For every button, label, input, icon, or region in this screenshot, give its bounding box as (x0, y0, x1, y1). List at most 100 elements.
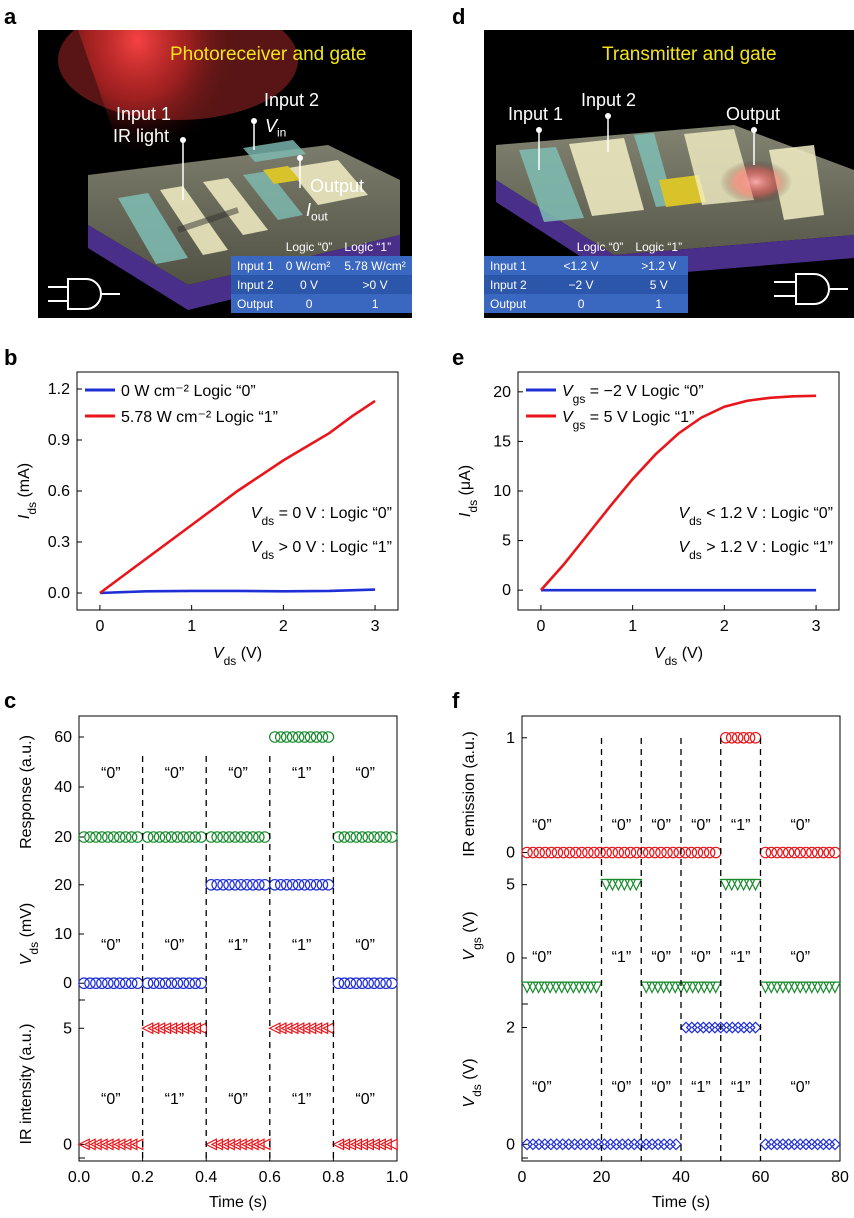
x-tick-label: 1 (187, 618, 196, 635)
data-point (794, 1138, 807, 1151)
data-point (153, 977, 166, 990)
logic-label: “1” (691, 1079, 711, 1096)
data-point (253, 831, 265, 843)
data-point (350, 831, 363, 843)
x-tick-label: 0.4 (195, 1169, 217, 1186)
data-point (594, 846, 606, 859)
data-point (119, 831, 132, 843)
data-point (743, 878, 756, 892)
data-point (714, 1021, 727, 1034)
data-point (771, 1138, 784, 1151)
data-point (806, 846, 818, 859)
x-tick-label: 20 (593, 1169, 611, 1186)
data-point (84, 831, 96, 843)
x-tick-label: 0.8 (322, 1169, 344, 1186)
data-point (107, 977, 120, 990)
data-point (304, 731, 317, 743)
chart-c: 0.0 0.2 0.4 0.6 0.8 1.0 Time (s) 20 40 60 Response… (0, 684, 427, 1213)
data-point (274, 1022, 287, 1035)
data-point (661, 846, 673, 859)
data-point (630, 878, 643, 892)
data-point (373, 1138, 386, 1151)
data-point (205, 831, 217, 843)
data-point (719, 731, 732, 744)
scene-a-title: Photoreceiver and gate (170, 44, 367, 65)
y-tick-label: 10 (493, 483, 511, 500)
x-tick-label: 0 (518, 1169, 527, 1186)
logic-label: “0” (228, 765, 248, 782)
data-point (268, 1022, 281, 1035)
data-point (569, 846, 582, 859)
y-tick-label: 0 (63, 1136, 72, 1153)
logic-label: “1” (228, 937, 248, 954)
x-axis-label: Time (s) (652, 1194, 710, 1211)
series-line-red (99, 399, 376, 595)
y-tick-label: 0.6 (48, 483, 70, 500)
x-tick-label: 3 (812, 618, 821, 635)
data-point (141, 977, 154, 990)
data-point (78, 977, 90, 990)
annotation: Vds = 0 V : Logic “0” (251, 505, 392, 528)
y-axis-label: Vgs (V) (461, 911, 484, 960)
chart-e: 0 1 2 3 0 5 10 15 20 Vgs = −2 V Logic “0” Vgs = 5 … (427, 340, 854, 680)
data-point (379, 1138, 392, 1151)
data-point (823, 1138, 836, 1151)
logic-label: “1” (612, 949, 632, 966)
data-point (606, 846, 619, 859)
y-tick-label: 20 (54, 877, 72, 894)
data-point (303, 1022, 317, 1035)
data-point (640, 1138, 653, 1151)
data-point (374, 977, 386, 990)
data-point (113, 1138, 126, 1151)
scene-d-title: Transmitter and gate (602, 44, 777, 65)
data-point (592, 1138, 605, 1151)
data-point (691, 846, 704, 859)
data-point (113, 977, 126, 990)
logic-label: “1” (165, 1091, 185, 1108)
data-point (211, 831, 223, 843)
y-tick-label: 0.0 (48, 585, 70, 602)
data-point (188, 1022, 202, 1035)
data-point (204, 1138, 217, 1151)
data-point (800, 846, 812, 859)
y-tick-label: 20 (54, 829, 72, 846)
data-point (171, 977, 184, 990)
data-point (380, 831, 392, 843)
legend-label-blue: Vgs = −2 V Logic “0” (562, 383, 704, 406)
y-axis-label: Response (a.u.) (18, 735, 35, 849)
data-point (720, 1021, 733, 1034)
x-tick-label: 2 (279, 618, 288, 635)
data-point (332, 831, 345, 843)
data-point (131, 831, 144, 843)
data-point (624, 846, 637, 859)
data-point (252, 1138, 265, 1151)
data-point (96, 831, 108, 843)
data-point (343, 1138, 357, 1151)
logic-label: “1” (731, 817, 751, 834)
data-point (799, 1138, 813, 1151)
data-point (89, 1138, 102, 1151)
data-point (84, 977, 96, 990)
scene-a-input1: Input 1 (116, 104, 172, 124)
y-tick-label: 5 (63, 1020, 72, 1037)
data-point (663, 1138, 677, 1151)
data-point (119, 1138, 132, 1151)
data-point (286, 731, 299, 743)
data-point (292, 878, 305, 891)
data-point (90, 831, 102, 843)
y-tick-label: 1.2 (48, 381, 70, 398)
y-tick-label: 1 (506, 730, 515, 747)
data-point (159, 977, 172, 990)
data-point (829, 846, 841, 859)
plot-frame (78, 715, 398, 1162)
data-point (709, 981, 722, 994)
data-point (83, 1138, 96, 1151)
y-axis-label: IR emission (a.u.) (461, 731, 478, 856)
and-gate-icon (48, 278, 120, 310)
data-point (165, 831, 178, 843)
data-point (612, 878, 625, 892)
data-point (776, 1138, 789, 1151)
logic-label: “0” (101, 937, 121, 954)
data-point (612, 846, 625, 859)
scene-d-logic-table: Logic “0” Logic “1” Input 1 <1.2 V >1.2 V I… (484, 237, 689, 313)
